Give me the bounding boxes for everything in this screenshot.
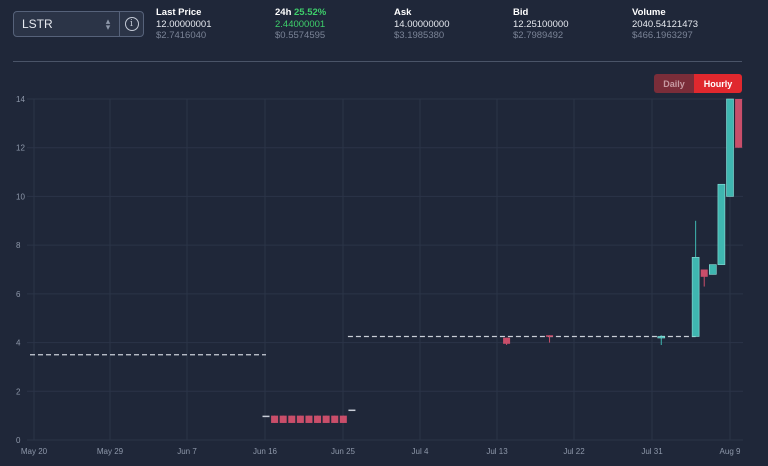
daily-button[interactable]: Daily bbox=[654, 74, 694, 93]
candle-body bbox=[726, 98, 734, 197]
candle-body bbox=[279, 415, 287, 423]
y-tick-label: 12 bbox=[16, 144, 25, 153]
y-tick-label: 8 bbox=[16, 241, 21, 250]
candle-body bbox=[331, 415, 339, 423]
candle-body bbox=[717, 183, 726, 265]
x-tick-label: Aug 9 bbox=[720, 447, 741, 456]
x-tick-label: Jul 22 bbox=[563, 447, 585, 456]
candle-body bbox=[314, 415, 322, 423]
header-divider bbox=[13, 61, 742, 62]
chevron-updown-icon: ▴ ▾ bbox=[105, 16, 111, 32]
candle-body bbox=[296, 415, 304, 423]
stat-usd: $0.5574595 bbox=[275, 30, 326, 41]
candle-body bbox=[691, 257, 700, 337]
market-select[interactable]: LSTR ▴ ▾ i bbox=[13, 11, 144, 37]
y-tick-label: 2 bbox=[16, 387, 21, 396]
hourly-button[interactable]: Hourly bbox=[694, 74, 742, 93]
stat-last-price: Last Price 12.00000001 $2.7416040 bbox=[156, 7, 211, 42]
candle-body bbox=[735, 99, 743, 148]
y-tick-label: 0 bbox=[16, 436, 21, 445]
candle-body bbox=[262, 415, 270, 418]
candle-body bbox=[288, 415, 296, 423]
stat-label: Ask bbox=[394, 7, 412, 18]
candle-body bbox=[271, 415, 279, 423]
stat-pct: 25.52% bbox=[294, 7, 327, 18]
stat-label-text: 24h bbox=[275, 7, 292, 18]
x-tick-label: May 20 bbox=[21, 447, 48, 456]
x-tick-label: Jun 16 bbox=[253, 447, 278, 456]
x-tick-label: Jul 4 bbox=[412, 447, 429, 456]
candle-body bbox=[503, 337, 511, 344]
stat-usd: $2.7989492 bbox=[513, 30, 564, 41]
market-select-value: LSTR bbox=[22, 17, 53, 31]
stat-volume: Volume 2040.54121473 $466.1963297 bbox=[632, 7, 698, 42]
x-tick-label: May 29 bbox=[97, 447, 124, 456]
candle-body bbox=[700, 269, 708, 277]
stat-value: 14.00000000 bbox=[394, 18, 450, 30]
timeframe-toggle: Daily Hourly bbox=[654, 74, 742, 93]
stat-usd: $466.1963297 bbox=[632, 30, 693, 41]
candle-body bbox=[339, 415, 347, 423]
stat-usd: $3.1985380 bbox=[394, 30, 445, 41]
candle-body bbox=[657, 336, 666, 339]
y-tick-label: 6 bbox=[16, 290, 21, 299]
stat-label: Last Price bbox=[156, 7, 202, 18]
stat-label: Volume bbox=[632, 7, 666, 18]
info-icon: i bbox=[124, 17, 139, 31]
stat-label: 24h 25.52% bbox=[275, 7, 326, 19]
candle-body bbox=[709, 264, 717, 275]
y-tick-label: 10 bbox=[16, 192, 25, 201]
x-tick-label: Jun 25 bbox=[331, 447, 356, 456]
stat-label: Bid bbox=[513, 7, 529, 18]
stat-value: 2.44000001 bbox=[275, 18, 326, 30]
x-tick-label: Jun 7 bbox=[177, 447, 197, 456]
x-tick-label: Jul 31 bbox=[641, 447, 663, 456]
stat-24h: 24h 25.52% 2.44000001 $0.5574595 bbox=[275, 7, 326, 42]
stat-value: 2040.54121473 bbox=[632, 18, 699, 30]
candle-body bbox=[546, 335, 554, 337]
stat-value: 12.25100000 bbox=[513, 18, 569, 30]
info-button[interactable]: i bbox=[119, 12, 143, 36]
stat-ask: Ask 14.00000000 $3.1985380 bbox=[394, 7, 449, 42]
candle-body bbox=[305, 415, 313, 423]
candle-body bbox=[322, 415, 330, 423]
candle-body bbox=[348, 409, 356, 412]
x-tick-label: Jul 13 bbox=[486, 447, 508, 456]
stat-value: 12.00000001 bbox=[156, 18, 212, 30]
y-tick-label: 4 bbox=[16, 339, 21, 348]
stat-bid: Bid 12.25100000 $2.7989492 bbox=[513, 7, 568, 42]
y-tick-label: 14 bbox=[16, 95, 25, 104]
stat-usd: $2.7416040 bbox=[156, 30, 207, 41]
